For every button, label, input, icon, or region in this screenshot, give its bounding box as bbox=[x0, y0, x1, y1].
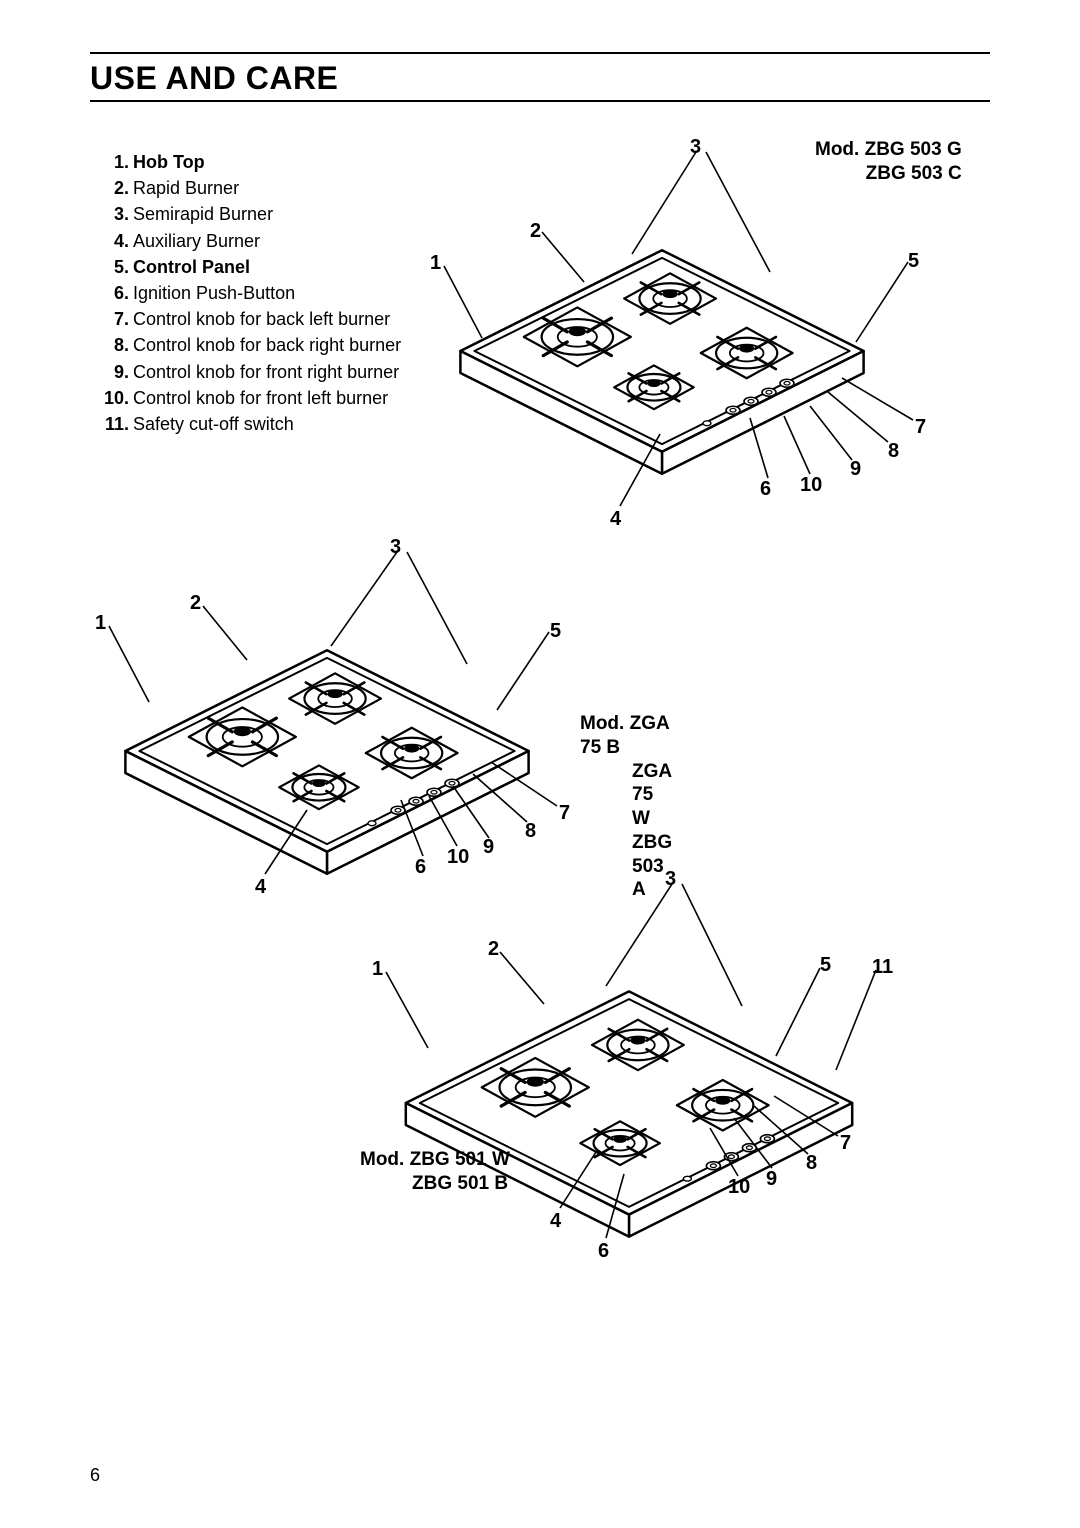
callout-number: 5 bbox=[908, 250, 919, 273]
callout-number: 4 bbox=[550, 1210, 561, 1233]
callout-number: 10 bbox=[728, 1176, 750, 1199]
legend-row: 4.Auxiliary Burner bbox=[95, 229, 401, 254]
model-label-line: Mod. ZBG 503 G bbox=[815, 138, 962, 162]
page-number: 6 bbox=[90, 1465, 100, 1486]
legend-text: Control knob for back left burner bbox=[133, 307, 390, 332]
top-rule bbox=[90, 52, 990, 54]
legend-number: 2. bbox=[95, 176, 133, 201]
legend-row: 3.Semirapid Burner bbox=[95, 202, 401, 227]
legend-row: 6.Ignition Push-Button bbox=[95, 281, 401, 306]
callout-number: 3 bbox=[690, 136, 701, 159]
legend-number: 9. bbox=[95, 360, 133, 385]
legend-text: Control Panel bbox=[133, 255, 250, 280]
callout-number: 1 bbox=[95, 612, 106, 635]
model-label-line: ZBG 501 B bbox=[360, 1172, 510, 1196]
callout-number: 8 bbox=[525, 820, 536, 843]
legend-row: 7.Control knob for back left burner bbox=[95, 307, 401, 332]
callout-number: 11 bbox=[872, 956, 893, 979]
hob-diagram: 32157891064Mod. ZBG 503 GZBG 503 C bbox=[410, 120, 970, 540]
legend-number: 1. bbox=[95, 150, 133, 175]
legend-number: 4. bbox=[95, 229, 133, 254]
callout-number: 10 bbox=[800, 474, 822, 497]
callout-number: 6 bbox=[598, 1240, 609, 1263]
legend-row: 8.Control knob for back right burner bbox=[95, 333, 401, 358]
hob-svg bbox=[350, 850, 970, 1310]
model-label-line: ZGA 75 W bbox=[580, 760, 672, 831]
legend-text: Rapid Burner bbox=[133, 176, 239, 201]
callout-number: 8 bbox=[888, 440, 899, 463]
model-label-line: Mod. ZBG 501 W bbox=[360, 1148, 510, 1172]
legend-text: Hob Top bbox=[133, 150, 205, 175]
legend-row: 1.Hob Top bbox=[95, 150, 401, 175]
callout-number: 7 bbox=[559, 802, 570, 825]
callout-number: 1 bbox=[372, 958, 383, 981]
legend-row: 5.Control Panel bbox=[95, 255, 401, 280]
legend-number: 6. bbox=[95, 281, 133, 306]
legend-text: Auxiliary Burner bbox=[133, 229, 260, 254]
callout-number: 3 bbox=[665, 868, 676, 891]
title-underline-rule bbox=[90, 100, 990, 102]
callout-number: 5 bbox=[550, 620, 561, 643]
manual-page: USE AND CARE 1.Hob Top2.Rapid Burner3.Se… bbox=[0, 0, 1080, 1528]
legend-number: 10. bbox=[95, 386, 133, 411]
legend-row: 2.Rapid Burner bbox=[95, 176, 401, 201]
callout-number: 9 bbox=[766, 1168, 777, 1191]
parts-legend: 1.Hob Top2.Rapid Burner3.Semirapid Burne… bbox=[95, 150, 401, 438]
legend-number: 11. bbox=[95, 412, 133, 437]
legend-number: 3. bbox=[95, 202, 133, 227]
callout-number: 1 bbox=[430, 252, 441, 275]
legend-number: 5. bbox=[95, 255, 133, 280]
legend-text: Semirapid Burner bbox=[133, 202, 273, 227]
legend-row: 9.Control knob for front right burner bbox=[95, 360, 401, 385]
model-label-line: Mod. ZGA 75 B bbox=[580, 712, 672, 760]
legend-text: Control knob for back right burner bbox=[133, 333, 401, 358]
legend-text: Control knob for front right burner bbox=[133, 360, 399, 385]
model-label: Mod. ZBG 501 WZBG 501 B bbox=[360, 1148, 510, 1196]
legend-text: Control knob for front left burner bbox=[133, 386, 388, 411]
callout-number: 9 bbox=[850, 458, 861, 481]
legend-row: 10.Control knob for front left burner bbox=[95, 386, 401, 411]
callout-number: 8 bbox=[806, 1152, 817, 1175]
legend-number: 7. bbox=[95, 307, 133, 332]
callout-number: 2 bbox=[530, 220, 541, 243]
callout-number: 7 bbox=[915, 416, 926, 439]
legend-text: Ignition Push-Button bbox=[133, 281, 295, 306]
callout-number: 5 bbox=[820, 954, 831, 977]
callout-number: 2 bbox=[190, 592, 201, 615]
callout-number: 7 bbox=[840, 1132, 851, 1155]
page-title: USE AND CARE bbox=[90, 60, 338, 97]
callout-number: 6 bbox=[760, 478, 771, 501]
legend-text: Safety cut-off switch bbox=[133, 412, 294, 437]
model-label-line: ZBG 503 C bbox=[815, 162, 962, 186]
legend-row: 11.Safety cut-off switch bbox=[95, 412, 401, 437]
callout-number: 2 bbox=[488, 938, 499, 961]
callout-number: 3 bbox=[390, 536, 401, 559]
legend-number: 8. bbox=[95, 333, 133, 358]
model-label: Mod. ZBG 503 GZBG 503 C bbox=[815, 138, 962, 186]
callout-number: 4 bbox=[255, 876, 266, 899]
hob-diagram: 3 2 1 5 11 78 9 10 6 4 Mod. ZBG 501 WZBG 501 B bbox=[350, 850, 970, 1310]
